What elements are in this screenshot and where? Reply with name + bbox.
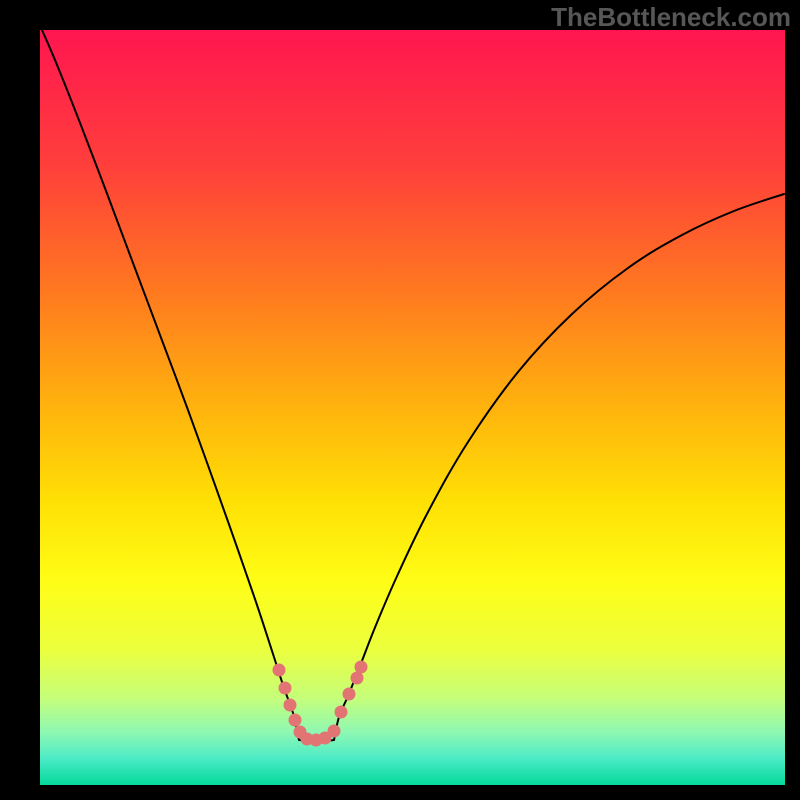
watermark-text: TheBottleneck.com (551, 2, 791, 33)
curve-left-branch (42, 30, 299, 740)
curve-layer (40, 30, 785, 785)
data-marker (289, 714, 302, 727)
data-marker (328, 725, 341, 738)
curve-right-branch (334, 194, 784, 740)
data-marker (335, 706, 348, 719)
data-marker (279, 682, 292, 695)
data-marker (343, 688, 356, 701)
data-marker (355, 661, 368, 674)
chart-container: TheBottleneck.com (0, 0, 800, 800)
plot-area (40, 30, 785, 785)
data-marker (273, 664, 286, 677)
data-marker (284, 699, 297, 712)
